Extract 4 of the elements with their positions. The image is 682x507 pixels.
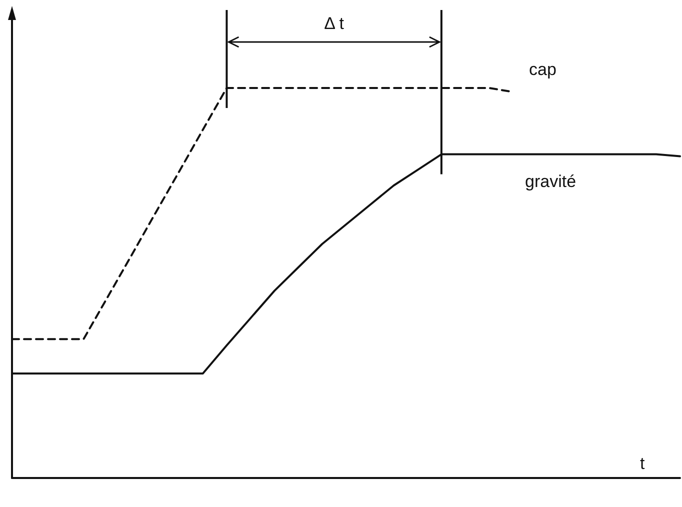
series-label: cap: [529, 60, 556, 80]
text: Δ t: [324, 14, 344, 34]
x-axis-title: t: [640, 454, 645, 473]
series-label: gravité: [525, 172, 576, 192]
